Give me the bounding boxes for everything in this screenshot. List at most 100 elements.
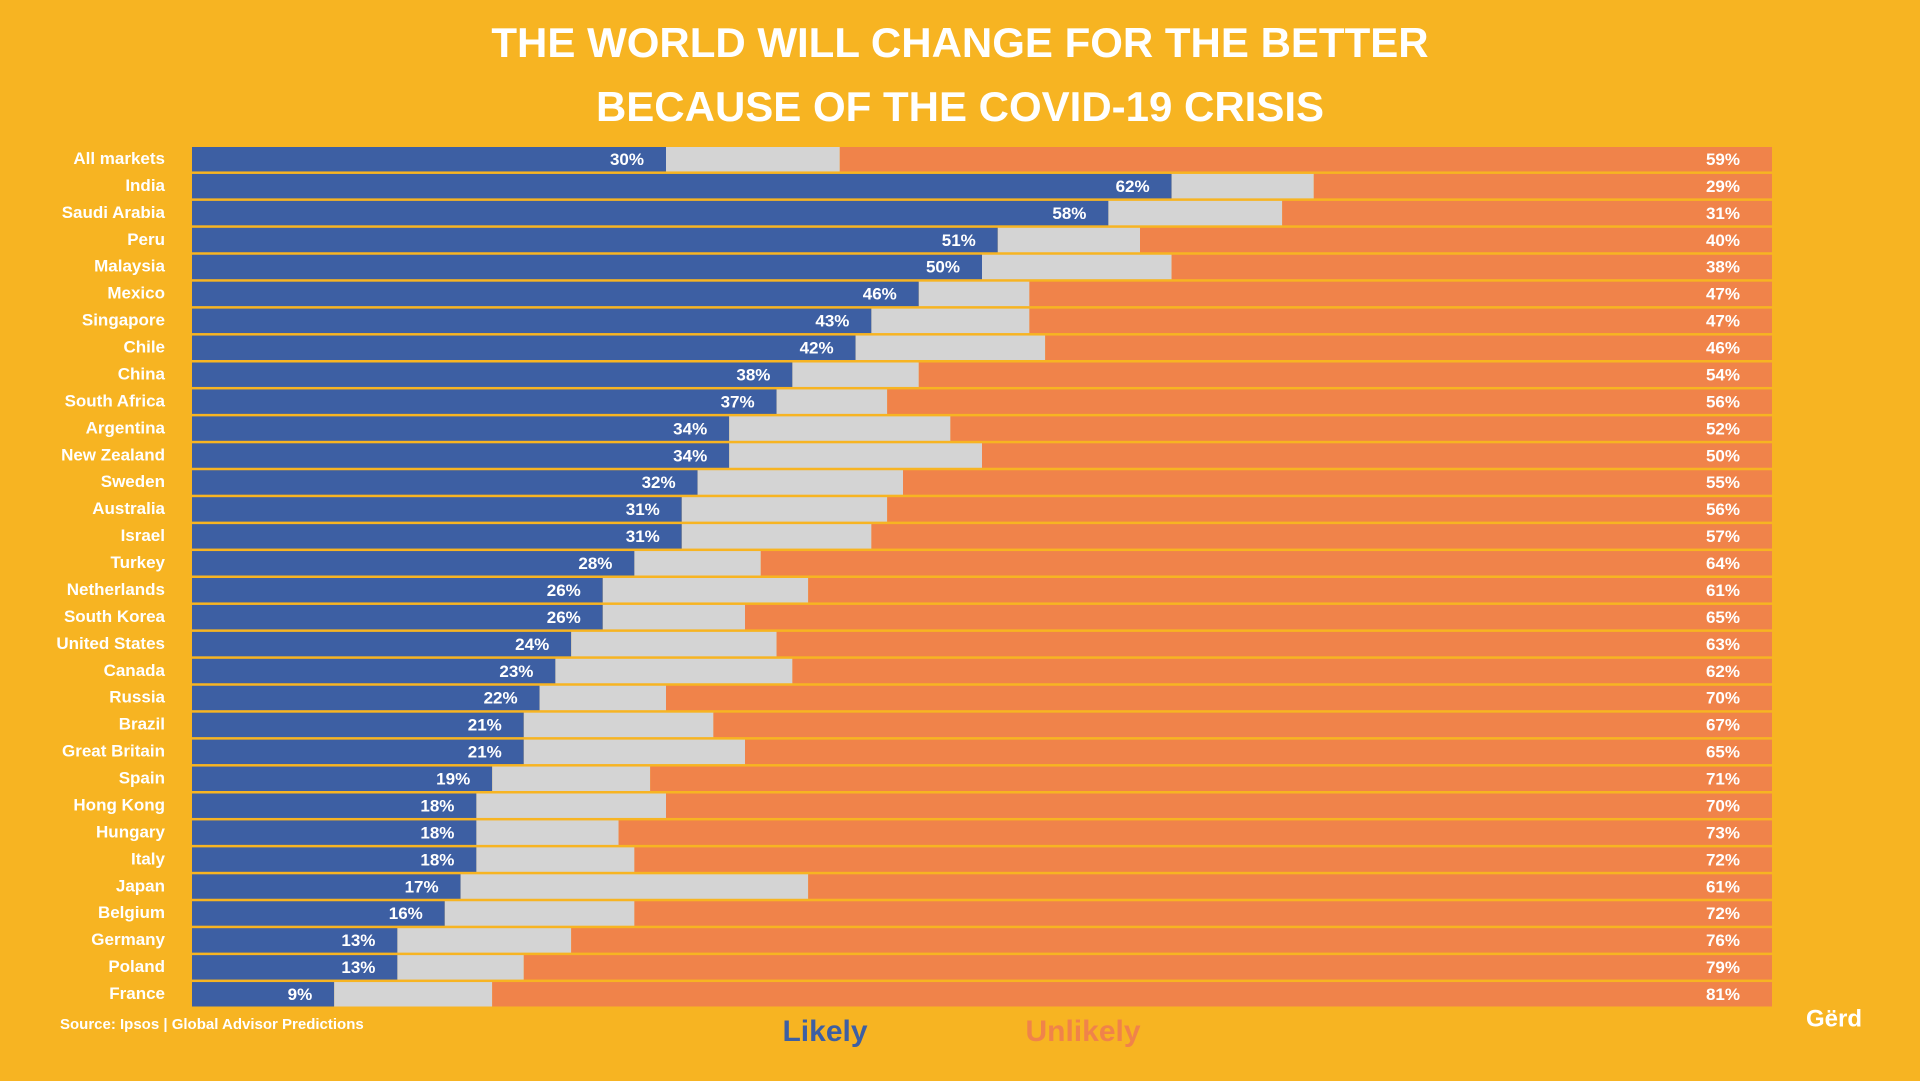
data-label: 56% xyxy=(1706,500,1740,519)
category-label: Malaysia xyxy=(94,257,165,276)
bar-segment xyxy=(1282,200,1772,226)
category-label: Belgium xyxy=(98,903,165,922)
data-label: 65% xyxy=(1706,608,1740,627)
bar-segment xyxy=(997,227,1140,253)
chart-title: THE WORLD WILL CHANGE FOR THE BETTER xyxy=(491,19,1428,66)
category-label: Brazil xyxy=(119,715,165,734)
bar-segment xyxy=(192,308,872,334)
bar-segment xyxy=(918,281,1030,307)
data-label: 76% xyxy=(1706,931,1740,950)
bar-segment xyxy=(571,631,777,657)
bar-segment xyxy=(982,443,1772,468)
data-label: 62% xyxy=(1706,662,1740,681)
data-label: 57% xyxy=(1706,527,1740,546)
category-label: United States xyxy=(56,634,165,653)
logo: Gërd xyxy=(1806,1005,1862,1032)
data-label: 47% xyxy=(1706,285,1740,304)
bar-segment xyxy=(887,497,1772,522)
category-label: Germany xyxy=(91,930,165,949)
data-label: 54% xyxy=(1706,365,1740,384)
bar-segment xyxy=(666,685,1772,711)
category-label: China xyxy=(118,364,166,383)
bar-segment xyxy=(192,443,730,468)
category-label: Saudi Arabia xyxy=(62,203,166,222)
bar-segment xyxy=(1313,173,1772,199)
bar-segment xyxy=(192,362,793,387)
data-label: 65% xyxy=(1706,743,1740,762)
category-label: Mexico xyxy=(107,284,165,303)
bar-segment xyxy=(192,604,603,630)
category-label: Poland xyxy=(108,957,165,976)
data-label: 21% xyxy=(468,716,502,735)
bar-segment xyxy=(681,497,888,522)
bar-segment xyxy=(192,685,540,711)
data-label: 58% xyxy=(1052,204,1086,223)
bar-segment xyxy=(460,874,809,899)
data-label: 26% xyxy=(547,581,581,600)
bar-segment xyxy=(523,712,714,738)
bar-segment xyxy=(192,631,572,657)
category-label: South Korea xyxy=(64,607,166,626)
data-label: 38% xyxy=(1706,258,1740,277)
bar-segment xyxy=(760,551,1772,576)
bar-segment xyxy=(192,901,445,926)
bar-segment xyxy=(192,281,919,307)
bar-segment xyxy=(650,766,1773,791)
data-label: 18% xyxy=(420,823,454,842)
data-label: 21% xyxy=(468,743,502,762)
bar-segment xyxy=(192,524,682,549)
category-label: Netherlands xyxy=(67,580,165,599)
data-label: 22% xyxy=(484,689,518,708)
bar-segment xyxy=(887,389,1772,414)
data-label: 38% xyxy=(736,365,770,384)
data-label: 26% xyxy=(547,608,581,627)
category-label: Australia xyxy=(92,499,165,518)
data-label: 37% xyxy=(721,392,755,411)
category-label: Singapore xyxy=(82,311,165,330)
bar-segment xyxy=(192,928,398,953)
data-label: 24% xyxy=(515,635,549,654)
bar-segment xyxy=(729,443,982,468)
data-label: 61% xyxy=(1706,581,1740,600)
bar-segment xyxy=(192,173,1172,199)
bar-segment xyxy=(1171,254,1772,280)
data-label: 51% xyxy=(942,231,976,250)
bar-segment xyxy=(192,847,477,872)
bar-segment xyxy=(555,658,793,684)
data-label: 13% xyxy=(341,931,375,950)
data-label: 47% xyxy=(1706,312,1740,331)
category-label: Canada xyxy=(104,661,166,680)
bar-segment xyxy=(1029,308,1772,334)
data-label: 28% xyxy=(578,554,612,573)
data-label: 55% xyxy=(1706,473,1740,492)
data-label: 31% xyxy=(1706,204,1740,223)
bar-segment xyxy=(192,712,524,738)
category-label: Sweden xyxy=(101,472,165,491)
bar-segment xyxy=(792,362,919,387)
bar-segment xyxy=(839,147,1772,172)
bar-segment xyxy=(192,200,1109,226)
category-label: Turkey xyxy=(111,553,166,572)
data-label: 61% xyxy=(1706,877,1740,896)
data-label: 18% xyxy=(420,796,454,815)
bar-segment xyxy=(602,578,809,603)
category-label: Russia xyxy=(109,688,165,707)
data-label: 50% xyxy=(926,258,960,277)
bar-segment xyxy=(745,739,1772,765)
bar-segment xyxy=(918,362,1772,387)
data-label: 70% xyxy=(1706,796,1740,815)
bar-segment xyxy=(476,847,635,872)
bar-segment xyxy=(855,335,1046,360)
category-label: Hong Kong xyxy=(73,795,165,814)
bar-segment xyxy=(776,631,1772,657)
data-label: 64% xyxy=(1706,554,1740,573)
category-label: Argentina xyxy=(86,418,166,437)
bar-segment xyxy=(1045,335,1772,360)
bar-segment xyxy=(1108,200,1283,226)
data-label: 46% xyxy=(1706,339,1740,358)
bar-segment xyxy=(713,712,1772,738)
bar-segment xyxy=(697,470,903,495)
data-label: 13% xyxy=(341,958,375,977)
bar-segment xyxy=(871,308,1030,334)
bar-segment xyxy=(1140,227,1772,253)
